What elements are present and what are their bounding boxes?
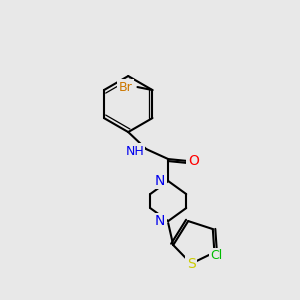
- Text: N: N: [155, 214, 165, 228]
- Text: NH: NH: [125, 145, 144, 158]
- Text: N: N: [155, 174, 165, 188]
- Text: Br: Br: [119, 81, 133, 94]
- Text: Cl: Cl: [210, 249, 223, 262]
- Text: S: S: [187, 257, 196, 271]
- Text: O: O: [188, 154, 199, 168]
